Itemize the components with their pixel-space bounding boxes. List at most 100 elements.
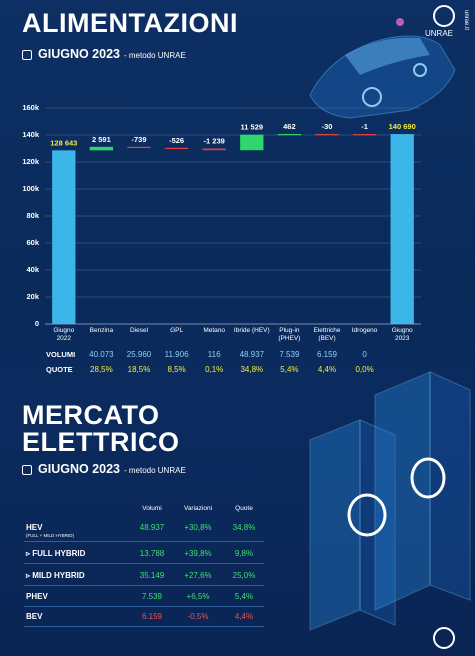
bar: [240, 134, 264, 151]
x-tick-label: Ibride (HEV): [233, 327, 270, 334]
subtitle-method: - metodo UNRAE: [123, 466, 186, 475]
value-label: -1: [361, 122, 368, 131]
row-label: ▹ FULL HYBRID: [26, 549, 86, 558]
row-value: 116: [207, 350, 221, 359]
y-tick-label: 80k: [26, 211, 39, 220]
value-label: -739: [131, 135, 146, 144]
value-label: -1 239: [204, 137, 225, 146]
y-tick-label: 120k: [22, 157, 40, 166]
table-cell: 6.159: [141, 612, 163, 621]
x-tick-label: Metano: [203, 327, 226, 334]
bar: [127, 146, 151, 149]
row-label: HEV: [26, 523, 43, 532]
row-divider: [24, 541, 264, 542]
row-sublabel: (FULL + MILD HYBRID): [26, 533, 74, 538]
row-divider: [24, 585, 264, 586]
y-tick-label: 100k: [22, 184, 40, 193]
x-tick-label: Diesel: [129, 327, 149, 334]
calendar-icon: [22, 465, 32, 475]
row-value: 0,1%: [205, 365, 224, 374]
site: unrae.it: [463, 10, 469, 31]
row-value: 7.539: [279, 350, 300, 359]
value-label: -30: [322, 122, 333, 131]
row-value: 5,4%: [280, 365, 299, 374]
x-tick-label: Plug-in (PHEV): [278, 327, 301, 342]
market-title: MERCATO ELETTRICO: [22, 402, 180, 456]
table-cell: -0,5%: [187, 612, 209, 621]
table-cell: 4,4%: [234, 612, 254, 621]
chart: 0 20k 40k 60k 80k 100k 120k 140k 160k 128 643 2 59…: [22, 103, 421, 328]
title: ALIMENTAZIONI: [22, 8, 238, 38]
row-value: 40.073: [89, 350, 114, 359]
row-value: 8,5%: [167, 365, 186, 374]
table-cell: 7.539: [141, 592, 163, 601]
bar: [164, 147, 189, 150]
value-label: -526: [169, 136, 184, 145]
column-header: Quote: [235, 505, 253, 512]
table-cell: +6,5%: [186, 592, 210, 601]
value-label: 128 643: [50, 138, 77, 147]
row-divider: [24, 626, 264, 627]
row-divider: [24, 606, 264, 607]
table-cell: 35.149: [139, 571, 165, 580]
y-tick-label: 0: [35, 319, 39, 328]
table-cell: 5,4%: [234, 592, 254, 601]
calendar-icon: [22, 50, 32, 60]
row-value: 11.906: [164, 350, 189, 359]
car-illustration: [309, 18, 456, 119]
row-divider: [24, 563, 264, 564]
x-tick-label: Idrogeno: [351, 327, 378, 334]
bar: [390, 134, 414, 324]
x-tick-label: Giugno 2022: [53, 327, 75, 342]
market-subtitle: GIUGNO 2023- metodo UNRAE: [22, 462, 186, 476]
table-cell: +39,8%: [184, 549, 212, 558]
subtitle-date: GIUGNO 2023: [38, 462, 120, 476]
table-cell: 48.937: [139, 523, 165, 532]
table-cell: +30,8%: [184, 523, 212, 532]
row-label: ▹ MILD HYBRID: [26, 571, 85, 580]
row-value: 25.960: [126, 350, 152, 359]
subtitle-method: - metodo UNRAE: [123, 51, 186, 60]
charger-illustration: [309, 371, 471, 631]
x-tick-label: Benzina: [89, 327, 114, 334]
row-value: 0,0%: [355, 365, 374, 374]
row-value: 4,4%: [317, 365, 337, 374]
y-tick-label: 20k: [26, 292, 39, 301]
row-label: PHEV: [26, 592, 48, 601]
x-tick-label: Giugno 2023: [391, 327, 413, 342]
bar: [277, 134, 302, 136]
y-tick-label: 160k: [22, 103, 40, 112]
value-label: 11 529: [241, 123, 264, 132]
bar: [89, 146, 114, 151]
subtitle-date: GIUGNO 2023: [38, 47, 120, 61]
market-title-line: MERCATO: [22, 400, 160, 430]
column-header: Volumi: [142, 505, 162, 512]
bar: [52, 150, 76, 324]
x-tick-label: GPL: [170, 327, 184, 334]
table-cell: +27,6%: [184, 571, 212, 580]
row-label: QUOTE: [46, 365, 73, 374]
row-label: VOLUMI: [46, 350, 76, 359]
row-value: 18,5%: [127, 365, 151, 374]
market-title-line: ELETTRICO: [22, 427, 180, 457]
row-value: 48.937: [239, 350, 265, 359]
column-header: Variazioni: [183, 505, 213, 512]
table-cell: 34,8%: [232, 523, 256, 532]
bar: [352, 134, 377, 136]
subtitle: GIUGNO 2023- metodo UNRAE: [22, 47, 186, 61]
value-label: 462: [283, 122, 296, 131]
table-cell: 9,8%: [234, 549, 254, 558]
bar: [315, 134, 339, 136]
y-tick-label: 40k: [26, 265, 39, 274]
row-value: 0: [362, 350, 367, 359]
value-label: 2 591: [92, 135, 111, 144]
brand: UNRAE: [425, 29, 454, 38]
row-value: 28,5%: [90, 365, 113, 374]
y-tick-label: 140k: [22, 130, 40, 139]
table-cell: 25,0%: [232, 571, 256, 580]
row-value: 6.159: [316, 350, 338, 359]
bar: [202, 148, 226, 151]
row-label: BEV: [26, 612, 43, 621]
